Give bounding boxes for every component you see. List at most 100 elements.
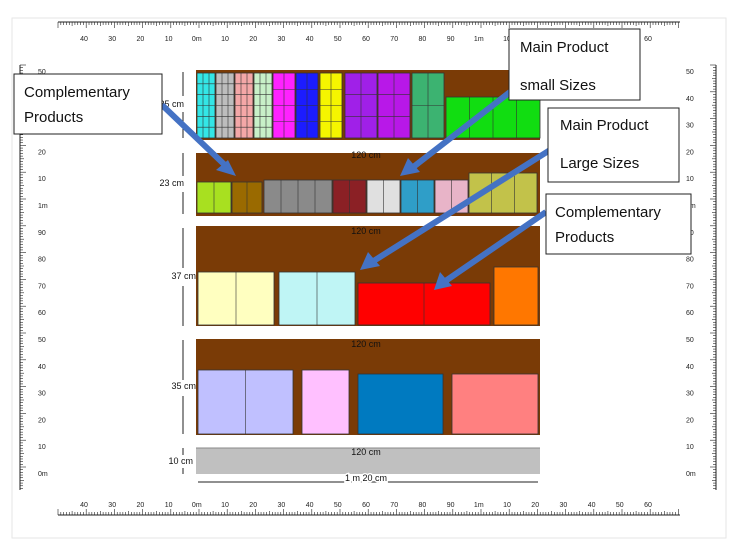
ruler-bottom-label: 30: [278, 502, 286, 509]
ruler-top-label: 80: [419, 36, 427, 43]
ruler-right-label: 60: [686, 310, 694, 317]
ruler-bottom-label: 70: [390, 502, 398, 509]
ruler-top-label: 10: [165, 36, 173, 43]
arrow-complementary-top: [159, 102, 231, 171]
ruler-left-label: 30: [38, 391, 46, 398]
callout-main-small: Main Product small Sizes: [508, 28, 641, 101]
callout-main-large-line-2: Large Sizes: [560, 155, 639, 172]
ruler-top-label: 30: [278, 36, 286, 43]
callout-complementary-top-line-2: Products: [24, 109, 83, 126]
callout-main-large: Main Product Large Sizes: [547, 107, 680, 183]
callout-main-small-line-2: small Sizes: [520, 77, 596, 94]
ruler-bottom-label: 30: [108, 502, 116, 509]
ruler-left-label: 70: [38, 283, 46, 290]
ruler-left-label: 10: [38, 444, 46, 451]
ruler-bottom-label: 60: [644, 502, 652, 509]
shelf-2-width-label: 120 cm: [351, 150, 381, 160]
ruler-right-label: 80: [686, 257, 694, 264]
ruler-top-label: 50: [334, 36, 342, 43]
ruler-right-label: 30: [686, 391, 694, 398]
product-salmon: [451, 373, 539, 435]
ruler-right-label: 40: [686, 96, 694, 103]
ruler-top-label: 40: [306, 36, 314, 43]
callout-main-small-line-1: Main Product: [520, 39, 609, 56]
ruler-bottom-label: 1m: [474, 502, 484, 509]
arrow-complementary-bottom: [442, 209, 548, 285]
ruler-bottom-label: 40: [588, 502, 596, 509]
callout-complementary-bottom-line-1: Complementary: [555, 204, 661, 221]
ruler-left-label: 50: [38, 337, 46, 344]
ruler-bottom-label: 10: [221, 502, 229, 509]
ruler-left-label: 80: [38, 257, 46, 264]
ruler-bottom-label: 80: [419, 502, 427, 509]
ruler-left-label: 10: [38, 176, 46, 183]
product-orange: [493, 266, 539, 326]
ruler-right-label: 70: [686, 283, 694, 290]
ruler-bottom-label: 10: [165, 502, 173, 509]
shelf-3-width-label: 120 cm: [351, 226, 381, 236]
ruler-right-label: 10: [686, 176, 694, 183]
products: [196, 72, 541, 435]
ruler-top-label: 10: [221, 36, 229, 43]
ruler-top-label: 10: [503, 36, 511, 43]
ruler-top-label: 90: [447, 36, 455, 43]
shelf-4-width-label: 120 cm: [351, 339, 381, 349]
shelf-5-width-label: 120 cm: [351, 447, 381, 457]
ruler-top-label: 40: [80, 36, 88, 43]
ruler-bottom-label: 60: [362, 502, 370, 509]
ruler-right-label: 10: [686, 444, 694, 451]
bottom-ruler: 40 30 20 10 0m 10 20 30 40 50 60 70 80 90 1m 10 20 30 40 50…: [57, 502, 680, 516]
arrow-main-small: [410, 89, 512, 171]
ruler-right-label: 20: [686, 417, 694, 424]
ruler-left-label: 50: [38, 69, 46, 76]
ruler-right-label: 0m: [686, 471, 696, 478]
ruler-bottom-label: 20: [137, 502, 145, 509]
callout-complementary-top-line-1: Complementary: [24, 84, 130, 101]
ruler-left-label: 40: [38, 364, 46, 371]
ruler-top-label: 60: [644, 36, 652, 43]
ruler-left-label: 60: [38, 310, 46, 317]
shelf-base: [196, 448, 540, 474]
callout-complementary-bottom: Complementary Products: [545, 193, 692, 255]
ruler-left-label: 0m: [38, 471, 48, 478]
ruler-bottom-label: 30: [560, 502, 568, 509]
callout-complementary-top: Complementary Products: [13, 73, 163, 135]
ruler-bottom-label: 20: [249, 502, 257, 509]
ruler-right-label: 20: [686, 149, 694, 156]
ruler-top-label: 1m: [474, 36, 484, 43]
shelf-4-height-label: 35 cm: [171, 381, 196, 391]
ruler-top-label: 70: [390, 36, 398, 43]
ruler-bottom-label: 50: [334, 502, 342, 509]
ruler-left-label: 1m: [38, 203, 48, 210]
ruler-bottom-label: 50: [616, 502, 624, 509]
callout-complementary-bottom-line-2: Products: [555, 229, 614, 246]
product-ocean-blue: [357, 373, 444, 435]
ruler-left-label: 20: [38, 149, 46, 156]
ruler-bottom-label: 90: [447, 502, 455, 509]
product-light-pink: [301, 369, 350, 435]
ruler-right-label: 40: [686, 364, 694, 371]
ruler-right-label: 30: [686, 123, 694, 130]
shelf-3-height-label: 37 cm: [171, 271, 196, 281]
ruler-top-label: 30: [108, 36, 116, 43]
ruler-left-label: 20: [38, 417, 46, 424]
ruler-bottom-label: 40: [80, 502, 88, 509]
ruler-right-label: 50: [686, 69, 694, 76]
ruler-bottom-label: 0m: [192, 502, 202, 509]
ruler-bottom-label: 20: [531, 502, 539, 509]
arrow-main-large: [370, 147, 552, 265]
ruler-right-label: 50: [686, 337, 694, 344]
ruler-top-label: 0m: [192, 36, 202, 43]
callout-arrows: [159, 89, 552, 290]
shelf-dimensions: 25 cm 23 cm 37 cm 35 cm 10 cm 120 cm 120…: [159, 72, 538, 485]
ruler-bottom-label: 40: [306, 502, 314, 509]
ruler-top-label: 20: [137, 36, 145, 43]
ruler-left-label: 90: [38, 230, 46, 237]
shelf-2-height-label: 23 cm: [159, 178, 184, 188]
total-width-label: 1 m 20 cm: [345, 473, 387, 483]
ruler-top-label: 60: [362, 36, 370, 43]
callout-main-large-line-1: Main Product: [560, 117, 649, 134]
shelf-5-height-label: 10 cm: [168, 456, 193, 466]
shelf-1-height-label: 25 cm: [159, 99, 184, 109]
